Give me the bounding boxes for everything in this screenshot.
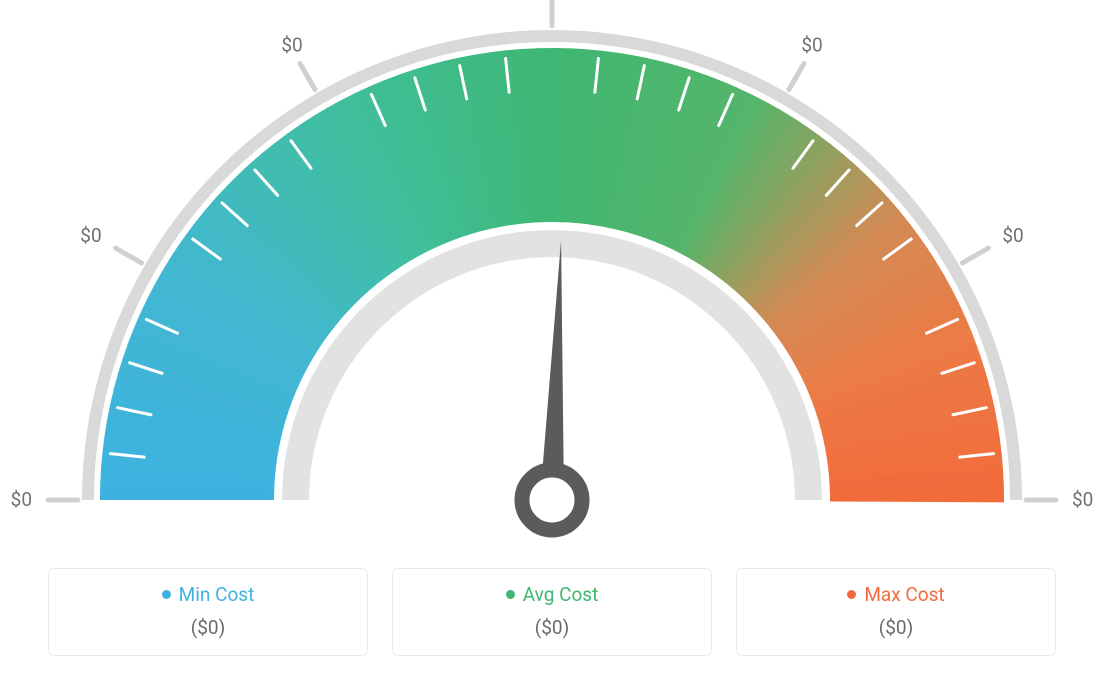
legend-dot-min [162,590,171,599]
legend-card-avg: Avg Cost ($0) [392,568,712,656]
legend-card-max: Max Cost ($0) [736,568,1056,656]
svg-text:$0: $0 [1072,488,1093,511]
legend-card-min: Min Cost ($0) [48,568,368,656]
legend-value-min: ($0) [59,616,357,639]
svg-text:$0: $0 [11,488,32,511]
legend-row: Min Cost ($0) Avg Cost ($0) Max Cost ($0… [0,568,1104,656]
legend-dot-max [847,590,856,599]
gauge-svg: $0$0$0$0$0$0$0 [0,0,1104,560]
legend-dot-avg [506,590,515,599]
svg-text:$0: $0 [281,34,302,57]
svg-text:$0: $0 [80,224,101,247]
legend-label-min: Min Cost [179,583,255,606]
svg-text:$0: $0 [1002,224,1023,247]
legend-head-avg: Avg Cost [403,583,701,606]
legend-head-min: Min Cost [59,583,357,606]
legend-label-max: Max Cost [864,583,944,606]
legend-label-avg: Avg Cost [523,583,599,606]
gauge-chart: $0$0$0$0$0$0$0 [0,0,1104,560]
svg-text:$0: $0 [801,34,822,57]
legend-value-avg: ($0) [403,616,701,639]
legend-head-max: Max Cost [747,583,1045,606]
legend-value-max: ($0) [747,616,1045,639]
